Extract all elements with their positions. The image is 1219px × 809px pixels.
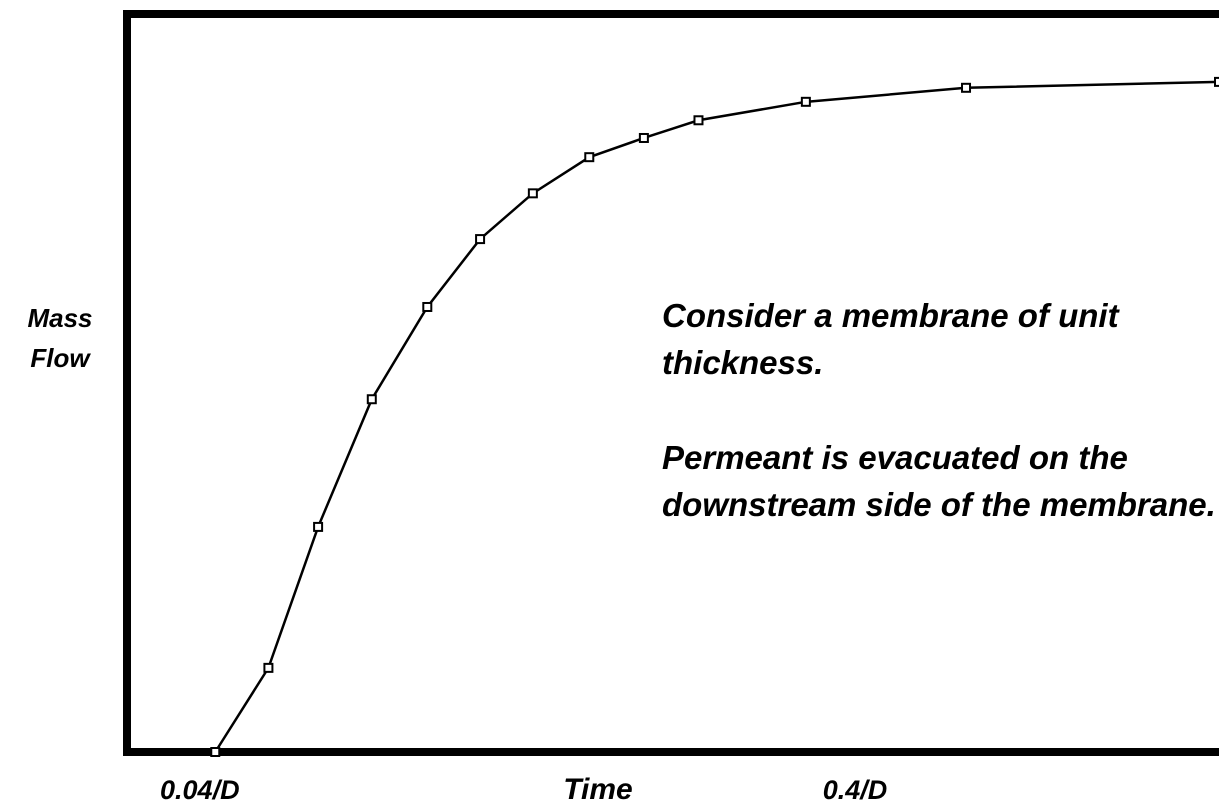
marker [584, 152, 595, 163]
y-axis-label: Mass Flow [27, 303, 93, 373]
marker [313, 521, 324, 532]
x-axis-label: Time [563, 773, 632, 806]
x-tick-label: 0.04/D [160, 775, 240, 805]
marker [527, 188, 538, 199]
marker [475, 234, 486, 245]
line [214, 80, 1219, 753]
marker [210, 747, 221, 757]
marker [693, 115, 704, 126]
marker [1214, 76, 1219, 87]
marker [800, 96, 811, 107]
marker [263, 662, 274, 673]
marker [366, 394, 377, 405]
annotation: Permeant is evacuated on the downstream … [662, 439, 1216, 523]
marker [422, 301, 433, 312]
plot-frame [123, 10, 1219, 756]
annotation: Consider a membrane of unit thickness. [662, 297, 1119, 381]
marker [638, 132, 649, 143]
x-tick-label: 0.4/D [823, 775, 888, 805]
marker [961, 82, 972, 93]
